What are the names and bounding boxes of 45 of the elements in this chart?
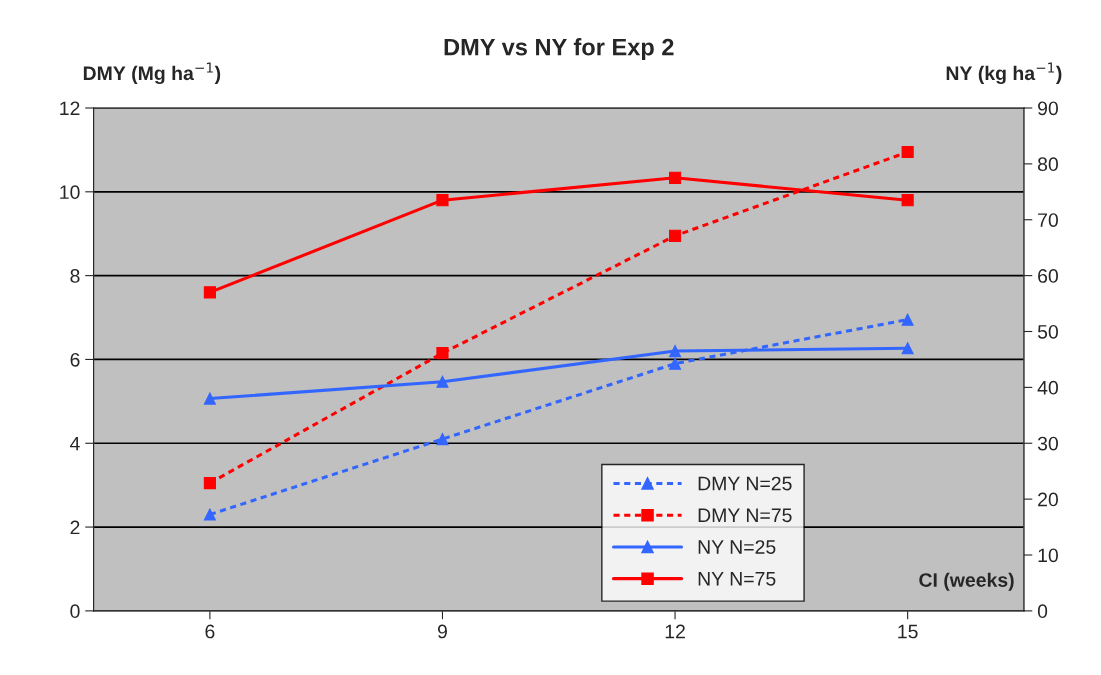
y2-tick-label: 60 (1038, 269, 1058, 283)
y2-tick-label: 20 (1038, 492, 1058, 507)
chart-title: DMY vs NY for Exp 2 (444, 38, 674, 61)
legend-label: NY N=75 (698, 572, 776, 586)
y-tick-label: 10 (60, 185, 80, 200)
point (901, 342, 914, 355)
y2-tick-label: 70 (1038, 213, 1058, 227)
y-tick-label: 4 (70, 436, 80, 451)
y2-tick-label: 30 (1037, 436, 1058, 451)
y-axis-title: DMY (Mg ha$^{−1}$) (83, 62, 221, 85)
y2-axis-title: NY (kg ha$^{−1}$) (946, 62, 1062, 85)
point (668, 229, 682, 242)
point (668, 171, 682, 184)
y2-tick-label: 90 (1038, 101, 1058, 116)
y2-tick-label: 80 (1037, 157, 1058, 172)
y2-tick-label: 0 (1037, 604, 1048, 619)
x-tick-label: 6 (205, 624, 215, 639)
x-tick-label: 12 (665, 624, 685, 639)
y-tick-label: 8 (70, 269, 80, 283)
point (901, 145, 914, 159)
point (901, 194, 914, 207)
point (436, 347, 449, 360)
point (203, 476, 216, 490)
y2-tick-label: 50 (1037, 324, 1058, 339)
y2-tick-label: 10 (1038, 548, 1058, 563)
legend-label: DMY N=25 (698, 476, 792, 491)
point (668, 344, 682, 358)
point (436, 194, 449, 207)
y-tick-label: 0 (70, 604, 80, 619)
legend-label: NY N=25 (698, 540, 776, 554)
point (203, 508, 216, 521)
point (436, 432, 449, 446)
x-tick-label: 9 (437, 624, 447, 639)
point (668, 357, 682, 370)
legend-label: DMY N=75 (698, 508, 792, 523)
point (436, 375, 449, 388)
x-axis-title: CI (weeks) (919, 572, 1014, 591)
y2-tick-label: 40 (1037, 380, 1058, 395)
y-tick-label: 2 (70, 520, 80, 535)
point (901, 313, 914, 326)
y-tick-label: 6 (70, 352, 80, 367)
y-tick-label: 12 (60, 101, 80, 116)
point (203, 392, 216, 405)
x-tick-label: 15 (898, 624, 918, 639)
point (203, 286, 216, 299)
